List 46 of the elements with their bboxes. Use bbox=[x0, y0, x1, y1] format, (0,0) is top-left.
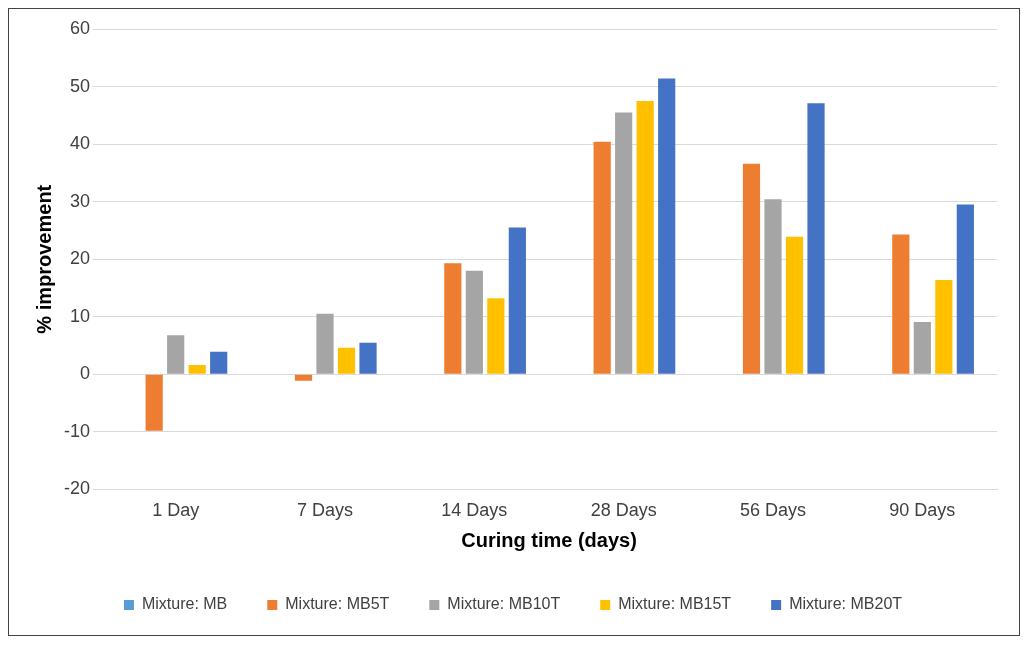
bar bbox=[615, 112, 633, 374]
bar bbox=[508, 227, 526, 374]
bar bbox=[892, 234, 910, 374]
y-tick-label: -20 bbox=[64, 478, 91, 499]
bar bbox=[145, 374, 163, 431]
y-tick-label: 40 bbox=[69, 133, 91, 154]
y-tick-label: -10 bbox=[64, 420, 91, 441]
bar bbox=[913, 321, 931, 374]
y-tick-label: 60 bbox=[69, 17, 91, 38]
bar bbox=[785, 236, 804, 374]
x-axis-title: Curing time (days) bbox=[461, 528, 637, 551]
x-tick-label: 1 Day bbox=[152, 500, 200, 521]
bar bbox=[487, 298, 505, 374]
bar bbox=[359, 342, 377, 374]
legend-label: Mixture: MB bbox=[141, 595, 228, 613]
y-tick-label: 50 bbox=[69, 75, 91, 96]
bar bbox=[444, 263, 462, 374]
bar bbox=[465, 270, 483, 374]
bar bbox=[167, 335, 185, 374]
y-tick-label: 30 bbox=[69, 190, 91, 211]
x-tick-label: 90 Days bbox=[889, 500, 956, 521]
y-tick-label: 10 bbox=[69, 305, 91, 326]
y-tick-label: 20 bbox=[69, 248, 91, 269]
y-tick-label: 0 bbox=[80, 363, 91, 384]
bar bbox=[316, 313, 334, 374]
bar bbox=[807, 103, 825, 374]
legend-label: Mixture: MB20T bbox=[789, 595, 903, 613]
bar bbox=[337, 347, 356, 374]
x-tick-label: 14 Days bbox=[441, 500, 508, 521]
bar bbox=[188, 365, 206, 374]
bar bbox=[935, 279, 953, 374]
bar bbox=[593, 141, 611, 374]
bar bbox=[658, 78, 676, 374]
x-tick-label: 56 Days bbox=[739, 500, 807, 521]
y-axis-title: % improvement bbox=[32, 184, 55, 334]
legend-label: Mixture: MB10T bbox=[447, 595, 561, 613]
x-tick-label: 7 Days bbox=[297, 500, 354, 521]
bar bbox=[742, 163, 761, 374]
bar bbox=[294, 374, 313, 381]
bar bbox=[764, 199, 782, 374]
legend-label: Mixture: MB15T bbox=[618, 595, 732, 613]
x-tick-label: 28 Days bbox=[590, 500, 657, 521]
legend-label: Mixture: MB5T bbox=[285, 595, 390, 613]
bar bbox=[210, 351, 228, 374]
bar bbox=[636, 100, 654, 374]
bar bbox=[956, 204, 974, 374]
